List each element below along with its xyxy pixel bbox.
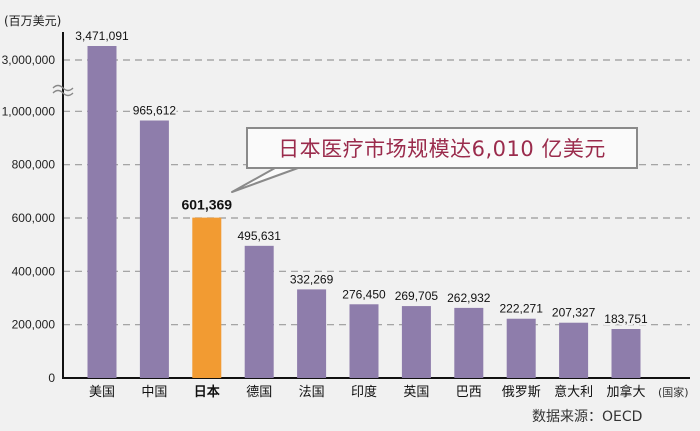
y-tick-label: 3,000,000	[2, 53, 56, 67]
data-label: 222,271	[500, 302, 544, 316]
x-tick-label: 英国	[403, 385, 429, 400]
x-tick-label: 德国	[246, 385, 272, 400]
bar	[139, 120, 169, 378]
bar	[192, 217, 222, 378]
x-axis-unit-label: (国家)	[658, 386, 689, 399]
x-tick-label: 日本	[194, 384, 220, 400]
x-tick-label: 意大利	[554, 384, 593, 400]
y-tick-label: 600,000	[12, 211, 56, 225]
data-label: 183,751	[604, 312, 648, 326]
data-label: 269,705	[395, 289, 439, 303]
y-tick-label: 800,000	[12, 158, 56, 172]
axis-break-icon	[52, 84, 74, 97]
japan-callout: 日本医疗市场规模达6,010 亿美元	[246, 127, 638, 169]
y-tick-label: 400,000	[12, 264, 56, 278]
bar	[454, 307, 484, 378]
bar	[506, 318, 536, 378]
bar	[559, 322, 589, 378]
x-tick-label: 巴西	[456, 385, 482, 400]
y-tick-label: 0	[48, 371, 55, 385]
x-tick-label: 俄罗斯	[502, 385, 541, 400]
y-tick-label: 200,000	[12, 318, 56, 332]
x-tick-label: 美国	[89, 385, 115, 400]
bar	[611, 328, 641, 378]
y-axis-unit-label: (百万美元)	[4, 14, 62, 28]
data-label: 332,269	[290, 272, 334, 286]
data-source: 数据来源：OECD	[532, 409, 643, 425]
data-label: 495,631	[238, 229, 282, 243]
data-label: 207,327	[552, 306, 596, 320]
data-label: 262,932	[447, 291, 491, 305]
data-label: 965,612	[133, 104, 177, 118]
callout-pointer	[231, 167, 299, 193]
bar	[349, 304, 379, 378]
data-label: 276,450	[342, 287, 386, 301]
x-tick-label: 印度	[351, 384, 377, 400]
x-tick-label: 加拿大	[606, 384, 645, 400]
bar	[297, 289, 327, 378]
data-label: 601,369	[181, 197, 232, 213]
x-tick-label: 中国	[141, 385, 167, 400]
bar	[401, 306, 431, 378]
bar	[244, 245, 274, 378]
bar	[87, 46, 117, 378]
y-tick-label: 1,000,000	[2, 104, 56, 118]
data-label: 3,471,091	[75, 29, 129, 43]
x-tick-label: 法国	[299, 385, 325, 400]
